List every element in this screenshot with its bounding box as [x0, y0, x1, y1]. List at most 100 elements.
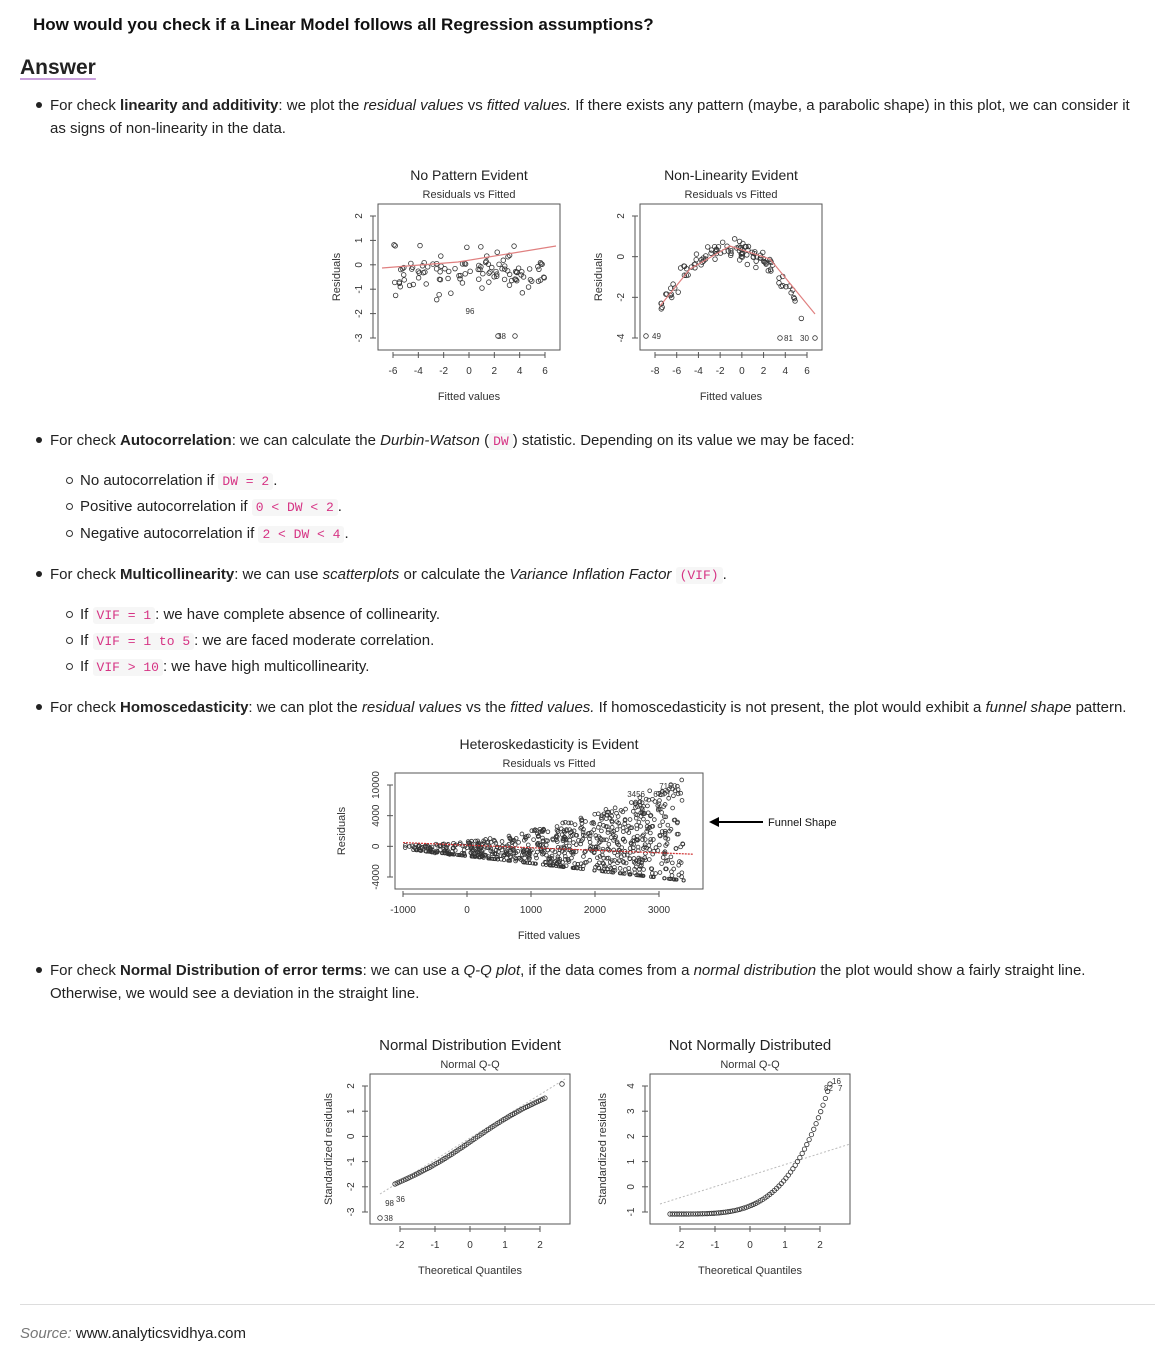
- data-point: [403, 843, 408, 848]
- data-point: [538, 847, 544, 852]
- data-point: [587, 846, 593, 852]
- data-point: [642, 837, 648, 842]
- funnel-annotation: Funnel Shape: [768, 817, 837, 829]
- data-point: [621, 829, 626, 834]
- data-point: [543, 842, 549, 848]
- data-point: [462, 843, 468, 849]
- data-point: [507, 854, 513, 859]
- data-point: [627, 856, 633, 861]
- y-tick-label: -2: [616, 292, 627, 301]
- data-point: [638, 824, 643, 829]
- text: the plot would show a fairly straight li…: [816, 962, 1086, 979]
- data-point: [572, 822, 578, 827]
- data-point: [643, 333, 649, 339]
- x-tick-label: 0: [739, 366, 745, 377]
- text: If: [80, 606, 93, 623]
- data-point: [635, 873, 640, 878]
- data-point: [464, 244, 470, 250]
- y-tick-label: 0: [626, 1184, 637, 1190]
- data-point: [670, 786, 675, 792]
- data-point: [609, 825, 615, 830]
- data-point: [624, 852, 630, 858]
- x-tick-label: 0: [467, 1240, 473, 1251]
- data-point: [563, 840, 569, 845]
- text: .: [337, 498, 342, 515]
- data-point: [511, 838, 517, 843]
- data-point: [700, 255, 706, 261]
- data-point: [459, 280, 466, 286]
- plot-frame: [639, 203, 823, 351]
- x-tick-label: -2: [676, 1240, 685, 1251]
- data-point: [580, 837, 585, 842]
- data-point: [484, 253, 490, 259]
- em-text: Durbin-Watson: [380, 432, 480, 449]
- data-point: [456, 273, 462, 279]
- data-point: [437, 277, 444, 283]
- data-point: [658, 306, 664, 312]
- data-point: [583, 848, 588, 854]
- data-point: [646, 797, 652, 803]
- code: VIF = 1: [92, 607, 156, 624]
- em-text: Q-Q plot: [463, 962, 521, 979]
- data-point: [639, 862, 644, 868]
- point-label: 98: [385, 1199, 394, 1208]
- text: : we are faced moderate correlation.: [194, 632, 435, 649]
- data-point: [605, 809, 610, 815]
- data-point: [623, 806, 628, 812]
- vif-item-3: If VIF > 10: we have high multicollinear…: [80, 655, 369, 679]
- data-point: [520, 274, 527, 280]
- text: : we can use a: [362, 962, 464, 979]
- point-label: 7160: [659, 782, 677, 791]
- data-point: [460, 853, 465, 858]
- plot-title: Non-Linearity Evident: [664, 167, 798, 183]
- data-point: [526, 854, 532, 859]
- data-point: [424, 264, 431, 270]
- y-tick-label: 4000: [371, 804, 382, 827]
- data-point: [600, 860, 606, 866]
- data-point: [644, 824, 650, 829]
- data-point: [740, 240, 746, 247]
- data-point: [571, 866, 576, 871]
- data-point: [411, 847, 416, 852]
- text: Otherwise, we would see a deviation in t…: [50, 985, 420, 1002]
- data-point: [571, 840, 576, 845]
- y-tick-label: 0: [354, 262, 365, 268]
- data-point: [612, 805, 618, 811]
- circle-bullet-icon: [66, 611, 73, 618]
- data-point: [467, 268, 473, 275]
- data-point: [601, 855, 606, 861]
- data-point: [513, 276, 519, 283]
- data-point: [768, 258, 774, 264]
- data-point: [422, 843, 428, 849]
- data-point: [641, 867, 646, 872]
- data-point: [499, 266, 505, 272]
- data-point: [506, 271, 513, 278]
- data-point: [788, 290, 794, 296]
- x-axis-label: Fitted values: [700, 391, 763, 403]
- data-point: [598, 836, 603, 841]
- data-point: [645, 826, 651, 832]
- data-point: [622, 821, 627, 827]
- y-tick-label: 1: [626, 1158, 637, 1164]
- data-point: [541, 850, 546, 856]
- data-point: [798, 315, 805, 322]
- source-line: Source: www.analyticsvidhya.com: [20, 1325, 246, 1342]
- text: : we plot the: [278, 97, 364, 114]
- y-tick-label: 2: [346, 1083, 357, 1089]
- data-point: [681, 263, 688, 269]
- text: ) statistic. Depending on its value we m…: [512, 432, 855, 449]
- data-point: [675, 819, 680, 825]
- data-point: [712, 256, 718, 262]
- data-point: [734, 1207, 740, 1213]
- data-point: [741, 1205, 747, 1211]
- data-point: [435, 850, 440, 855]
- data-point: [668, 782, 674, 787]
- data-point: [662, 851, 668, 857]
- data-point: [541, 275, 547, 281]
- answer-heading: Answer: [20, 56, 96, 79]
- data-point: [442, 851, 447, 856]
- data-point: [486, 279, 492, 285]
- data-point: [634, 837, 640, 842]
- data-point: [777, 335, 783, 341]
- data-point: [450, 852, 455, 857]
